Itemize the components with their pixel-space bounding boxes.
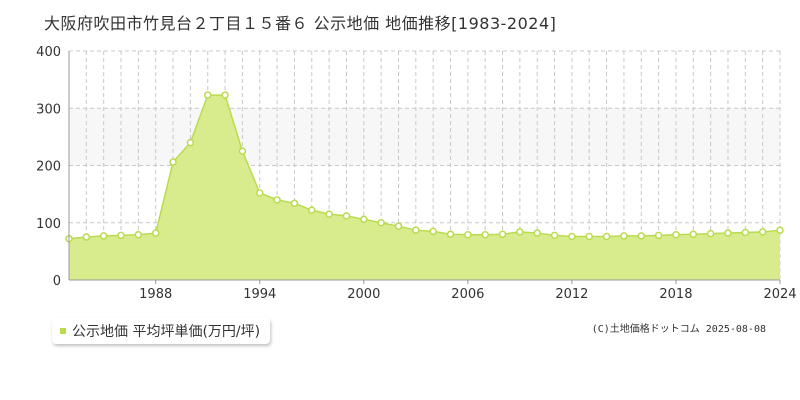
data-point <box>550 231 559 240</box>
data-point <box>273 196 281 204</box>
data-point <box>602 232 611 241</box>
x-tick-labels: 1988 1994 2000 2006 2012 2018 2024 <box>139 287 796 302</box>
data-point <box>776 226 784 234</box>
data-point <box>203 91 212 99</box>
copyright-credit: (C)土地価格ドットコム 2025-08-08 <box>591 324 766 335</box>
plot-bands <box>69 108 780 166</box>
x-tick-label: 2006 <box>451 287 484 302</box>
data-point <box>134 231 143 239</box>
data-point <box>637 232 646 240</box>
x-tick-label: 1988 <box>139 287 172 302</box>
data-point <box>498 230 507 238</box>
data-point <box>308 206 316 214</box>
data-point <box>238 147 247 155</box>
area-fill <box>69 95 780 280</box>
data-point <box>533 229 541 237</box>
data-point <box>464 231 472 239</box>
data-point <box>481 231 489 239</box>
y-tick-label: 0 <box>53 274 61 289</box>
data-point <box>568 232 576 241</box>
data-point <box>758 228 767 236</box>
data-point <box>585 232 593 241</box>
data-point <box>82 233 91 241</box>
data-point <box>360 215 368 224</box>
data-point <box>672 231 680 239</box>
y-tick-labels: 0 100 200 300 400 <box>36 45 61 289</box>
data-point <box>256 189 264 197</box>
y-tick-label: 400 <box>36 45 61 60</box>
data-point <box>325 210 333 218</box>
data-point <box>689 230 698 238</box>
data-point <box>516 228 524 236</box>
data-point <box>342 212 351 220</box>
data-point <box>99 232 108 240</box>
data-markers <box>65 91 784 243</box>
y-tick-label: 200 <box>36 160 61 175</box>
x-tick-label: 2024 <box>763 287 796 302</box>
x-tick-label: 2018 <box>659 287 692 302</box>
data-point <box>429 227 437 236</box>
data-point <box>724 229 732 237</box>
data-point <box>654 231 663 240</box>
data-point <box>446 230 455 238</box>
legend-swatch <box>60 328 66 334</box>
data-point <box>221 91 229 99</box>
y-tick-label: 300 <box>36 102 61 117</box>
y-tick-label: 100 <box>36 217 61 232</box>
data-point <box>377 219 385 227</box>
data-point <box>169 158 177 166</box>
x-tick-label: 2000 <box>347 287 380 302</box>
chart-title: 大阪府吹田市竹見台２丁目１５番６ 公示地価 地価推移[1983-2024] <box>44 14 557 33</box>
axes <box>68 51 781 284</box>
x-tick-label: 2012 <box>555 287 588 302</box>
data-point <box>706 229 715 238</box>
data-point <box>151 229 160 237</box>
data-point <box>117 231 125 240</box>
data-point <box>741 228 750 237</box>
data-point <box>412 226 420 234</box>
data-point <box>394 222 403 230</box>
x-tick-label: 1994 <box>243 287 276 302</box>
data-point <box>290 199 299 208</box>
legend-label: 公示地価 平均坪単価(万円/坪) <box>72 324 261 340</box>
plot-band <box>69 108 780 166</box>
data-point <box>620 232 628 240</box>
legend: 公示地価 平均坪単価(万円/坪) <box>52 318 271 344</box>
data-point <box>186 138 195 147</box>
